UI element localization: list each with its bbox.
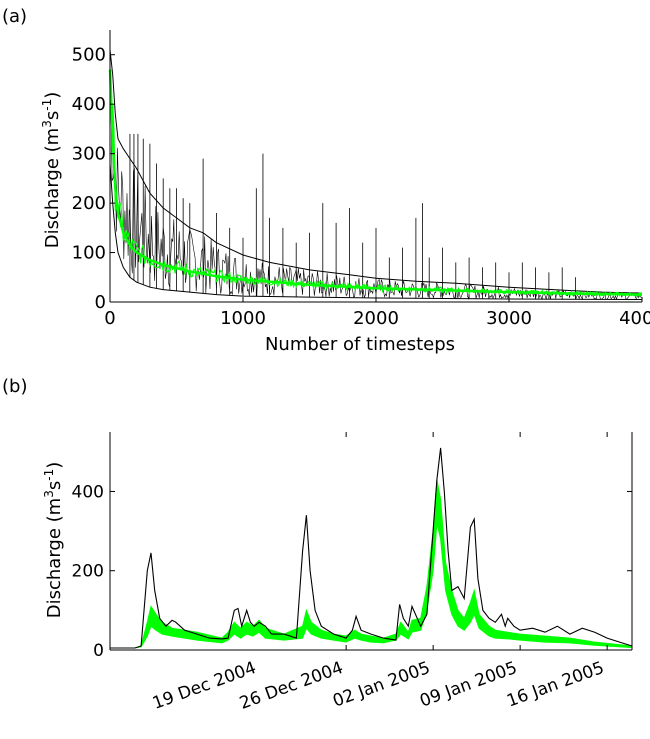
- panel-a-label: (a): [2, 6, 27, 27]
- panel-b-ylabel: Discharge (m3s-1): [42, 462, 65, 618]
- sim-band-area: [110, 479, 633, 649]
- series-upper-envelope: [109, 49, 643, 294]
- series-green-line: [108, 69, 643, 296]
- x-tick-label: 3000: [486, 308, 532, 329]
- y-tick-label: 500: [72, 45, 106, 66]
- observed-line: [110, 447, 633, 649]
- y-tick-label: 0: [95, 292, 106, 313]
- y-tick-label: 100: [72, 243, 106, 264]
- y-tick-label: 200: [72, 562, 104, 582]
- panel-a-ylabel: Discharge (m3s-1): [40, 92, 63, 248]
- y-tick-label: 200: [72, 193, 106, 214]
- y-tick-label: 300: [72, 144, 106, 165]
- y-tick-label: 400: [72, 482, 104, 502]
- panel-a-xlabel: Number of timesteps: [265, 334, 455, 355]
- x-tick-label: 1000: [220, 308, 266, 329]
- x-tick-label: 0: [104, 308, 115, 329]
- x-tick-label: 2000: [353, 308, 399, 329]
- y-tick-label: 0: [93, 641, 104, 661]
- y-tick-label: 400: [72, 94, 106, 115]
- panel-b-label: (b): [2, 376, 27, 397]
- x-tick-label: 02 Jan 2005: [330, 658, 433, 712]
- x-tick-label: 16 Jan 2005: [504, 658, 607, 712]
- x-tick-label: 09 Jan 2005: [417, 658, 520, 712]
